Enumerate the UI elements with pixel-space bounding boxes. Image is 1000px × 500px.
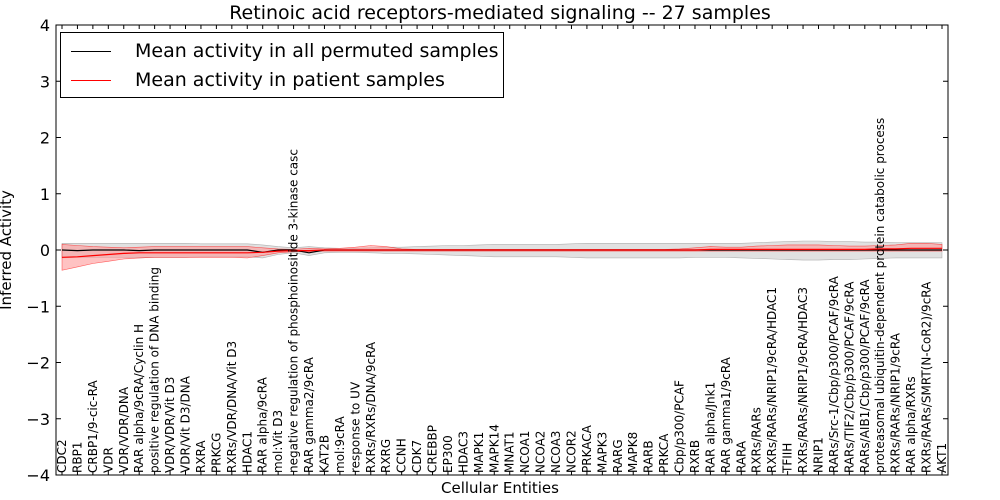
x-tick-label: RXRs/RARs/SMRT(N-CoR2)/9cRA bbox=[920, 281, 934, 473]
legend-swatch-black bbox=[71, 50, 111, 52]
x-tick-label: CDC2 bbox=[55, 439, 69, 473]
x-tick-label: VDR bbox=[101, 447, 115, 473]
x-tick-label: RXRs/RARs/NRIP1/9cRA/HDAC1 bbox=[765, 287, 779, 473]
x-tick-label: RXRA bbox=[194, 440, 208, 473]
legend-swatch-red bbox=[71, 79, 111, 81]
x-tick-label: VDR/Vit D3/DNA bbox=[179, 375, 193, 473]
x-tick-label: NCOA1 bbox=[518, 431, 532, 473]
x-tick-label: VDR/VDR/Vit D3 bbox=[163, 377, 177, 473]
x-tick-label: RARs/AIB1/Cbp/p300/PCAF/9cRA bbox=[858, 279, 872, 473]
x-tick-label: RXRG bbox=[379, 439, 393, 473]
y-tick-label: −2 bbox=[26, 354, 50, 373]
x-tick-label: TFIIH bbox=[781, 443, 795, 474]
x-tick-label: RXRs/RARs bbox=[750, 407, 764, 473]
x-tick-label: MAPK3 bbox=[595, 432, 609, 473]
x-tick-label: PRKCA bbox=[657, 433, 671, 473]
x-tick-label: MNAT1 bbox=[503, 431, 517, 473]
x-tick-label: NCOA3 bbox=[549, 431, 563, 473]
x-tick-label: AKT1 bbox=[935, 443, 949, 473]
x-tick-label: PRKACA bbox=[580, 424, 594, 473]
x-tick-label: RAR gamma2/9cRA bbox=[302, 356, 316, 473]
x-tick-label: KAT2B bbox=[318, 435, 332, 473]
x-tick-label: VDR/VDR/DNA bbox=[117, 386, 131, 473]
x-tick-label: RXRs/RARs/NRIP1/9cRA/HDAC3 bbox=[796, 287, 810, 473]
legend-item-patient: Mean activity in patient samples bbox=[71, 65, 445, 95]
y-tick-label: −1 bbox=[26, 297, 50, 316]
x-tick-label: RAR alpha/RXRs bbox=[904, 376, 918, 473]
x-tick-label: EP300 bbox=[441, 435, 455, 473]
y-tick-label: 3 bbox=[40, 72, 50, 91]
x-tick-label: RXRB bbox=[688, 440, 702, 473]
x-axis-label: Cellular Entities bbox=[441, 479, 559, 497]
x-tick-label: mol:9cRA bbox=[333, 416, 347, 473]
x-tick-label: RAR alpha/9cRA bbox=[256, 376, 270, 473]
y-tick-label: 4 bbox=[40, 16, 50, 35]
x-tick-label: RARA bbox=[734, 440, 748, 473]
x-tick-label: NCOR2 bbox=[565, 430, 579, 473]
y-tick-label: −3 bbox=[26, 410, 50, 429]
x-tick-label: RAR alpha/Jnk1 bbox=[703, 382, 717, 473]
x-tick-label: RARs/TIF2/Cbp/p300/PCAF/9cRA bbox=[842, 281, 856, 473]
legend-item-permuted: Mean activity in all permuted samples bbox=[71, 36, 498, 66]
y-tick-label: 0 bbox=[40, 241, 50, 260]
y-axis-label: Inferred Activity bbox=[0, 190, 15, 310]
x-tick-label: RARs/Src-1/Cbp/p300/PCAF/9cRA bbox=[827, 275, 841, 473]
x-tick-label: RBP1 bbox=[70, 442, 84, 473]
x-tick-label: CRBP1/9-cic-RA bbox=[86, 379, 100, 473]
chart-title: Retinoic acid receptors-mediated signali… bbox=[229, 2, 771, 24]
y-tick-label: 2 bbox=[40, 129, 50, 148]
x-tick-label: HDAC3 bbox=[456, 431, 470, 473]
x-tick-label: RAR alpha/9cRA/Cyclin H bbox=[132, 324, 146, 473]
x-tick-label: negative regulation of phosphoinositide … bbox=[287, 149, 301, 473]
x-tick-label: NRIP1 bbox=[812, 437, 826, 473]
y-tick-label: −4 bbox=[26, 466, 50, 485]
y-tick-label: 1 bbox=[40, 185, 50, 204]
x-tick-label: PRKCG bbox=[209, 433, 223, 473]
x-tick-label: RXRs/RARs/NRIP1/9cRA bbox=[889, 332, 903, 473]
x-tick-label: RXRs/RXRs/DNA/9cRA bbox=[364, 341, 378, 473]
x-tick-label: MAPK14 bbox=[487, 424, 501, 473]
legend: Mean activity in all permuted samples Me… bbox=[60, 32, 504, 98]
x-tick-label: HDAC1 bbox=[240, 431, 254, 473]
legend-label: Mean activity in all permuted samples bbox=[135, 40, 499, 62]
x-tick-label: MAPK1 bbox=[472, 432, 486, 473]
x-tick-label: Cbp/p300/PCAF bbox=[673, 380, 687, 473]
x-tick-label: proteasomal ubiquitin-dependent protein … bbox=[873, 118, 887, 473]
x-tick-label: CREBBP bbox=[426, 425, 440, 473]
x-tick-label: CDK7 bbox=[410, 440, 424, 473]
legend-label: Mean activity in patient samples bbox=[135, 69, 445, 91]
x-tick-label: mol:Vit D3 bbox=[271, 410, 285, 473]
x-tick-label: RARG bbox=[611, 439, 625, 473]
x-tick-label: MAPK8 bbox=[626, 432, 640, 473]
x-tick-label: positive regulation of DNA binding bbox=[148, 267, 162, 473]
x-tick-label: response to UV bbox=[348, 381, 362, 473]
x-tick-label: NCOA2 bbox=[534, 431, 548, 473]
series-line-patient bbox=[61, 247, 942, 258]
x-tick-label: RXRs/VDR/DNA/Vit D3 bbox=[225, 341, 239, 473]
x-tick-label: RARB bbox=[642, 440, 656, 473]
x-tick-label: CCNH bbox=[395, 438, 409, 473]
x-tick-label: RAR gamma1/9cRA bbox=[719, 356, 733, 473]
